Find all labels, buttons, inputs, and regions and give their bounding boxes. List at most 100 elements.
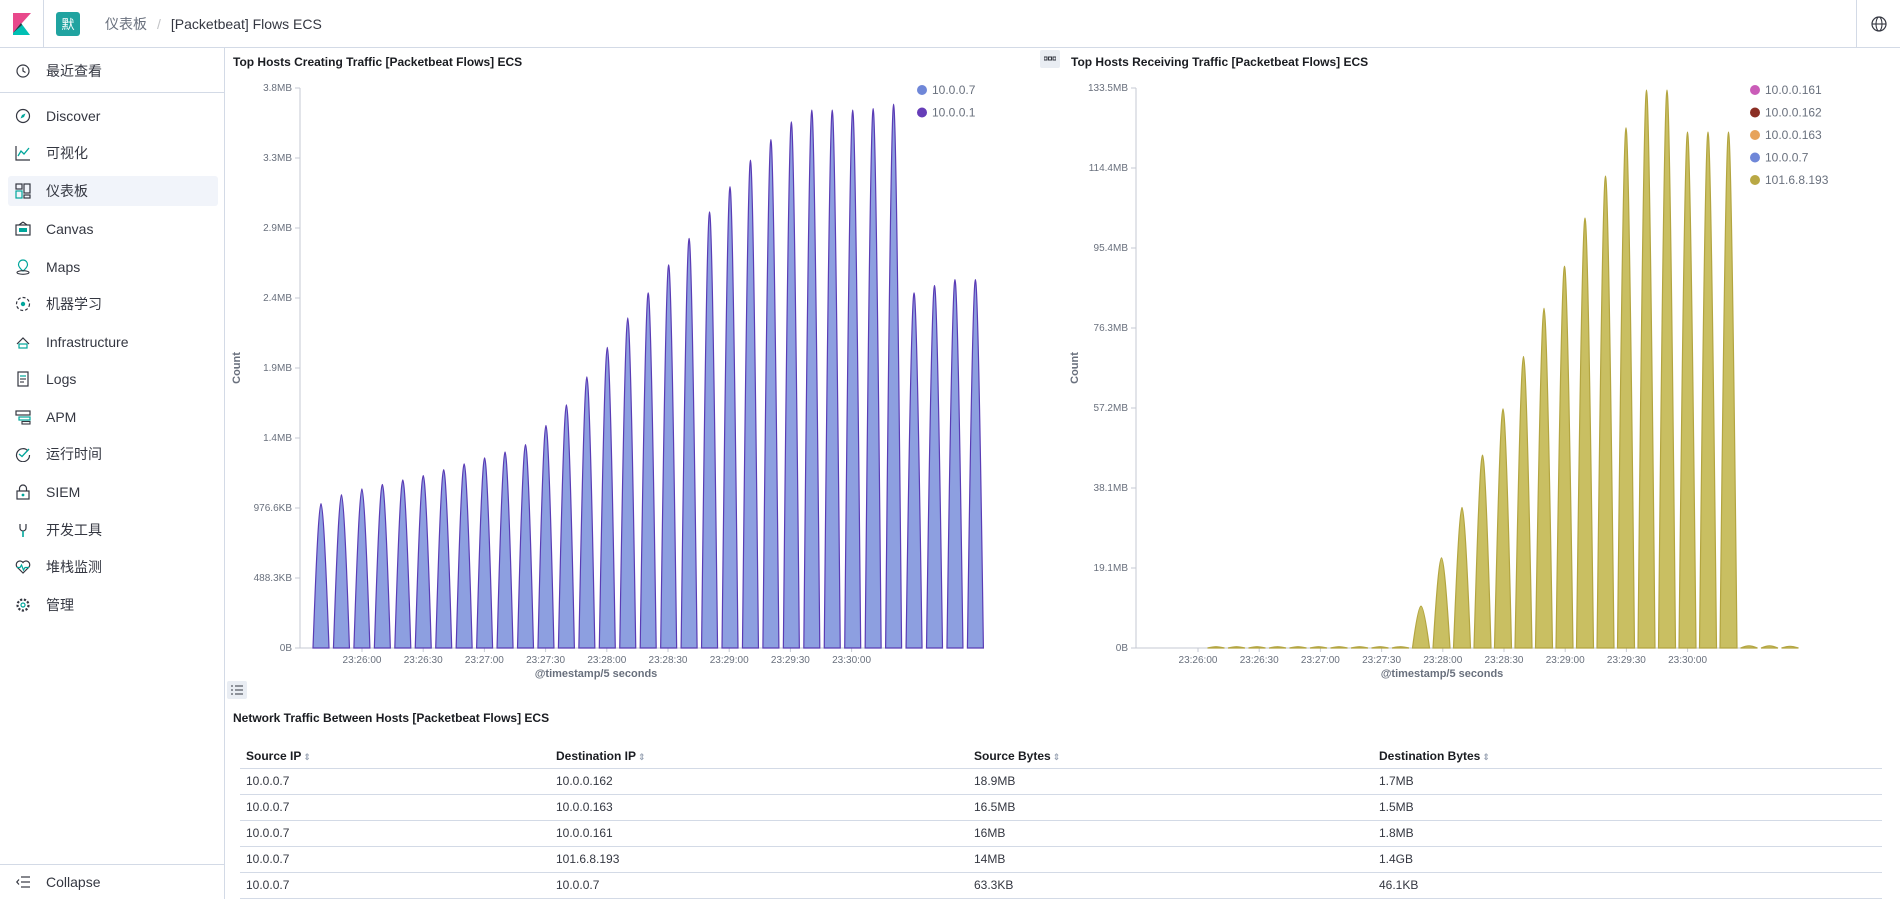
header-bar: 默 仪表板 / [Packetbeat] Flows ECS [0,0,1900,48]
area-spike [1698,131,1718,649]
uptime-icon [14,445,32,463]
y-tick-label: 0B [280,643,293,654]
area-spike [455,463,473,649]
nav-label: 运行时间 [46,446,102,462]
nav-item-siem[interactable]: SIEM [8,477,218,507]
nav-item-dashboard[interactable]: 仪表板 [8,176,218,206]
table-cell: 46.1KB [1373,872,1882,899]
x-tick-label: 23:26:30 [404,655,443,666]
panel-title-network-traffic: Network Traffic Between Hosts [Packetbea… [233,711,550,725]
nav-item-canvas[interactable]: Canvas [8,214,218,244]
area-spike [435,469,453,649]
globe-icon [1870,15,1887,32]
y-tick-label: 3.8MB [263,83,292,94]
nav-item-logs[interactable]: Logs [8,364,218,394]
table-cell: 1.5MB [1373,794,1882,821]
nav-recently-viewed[interactable]: 最近查看 [8,56,218,86]
y-axis-title: Count [1069,352,1081,384]
breadcrumb-separator: / [157,15,161,32]
area-spike [578,376,596,649]
area-spike [782,121,800,649]
area-spike [884,103,903,649]
nav-item-stack-monitoring[interactable]: 堆栈监测 [8,552,218,582]
nav-item-machine-learning[interactable]: 机器学习 [8,289,218,319]
y-tick-label: 114.4MB [1089,163,1129,174]
area-spike [537,424,555,649]
area-spike [557,404,576,649]
table-cell: 63.3KB [968,872,1373,899]
table-cell: 10.0.0.163 [550,794,968,821]
dashboard-icon [14,182,32,200]
nav-item-dev-tools[interactable]: 开发工具 [8,515,218,545]
nav-label: Discover [46,108,101,124]
help-menu-button[interactable] [1856,0,1900,47]
column-header[interactable]: Destination IP ⇕ [550,744,968,769]
kibana-logo-icon [12,12,31,35]
area-spike [741,159,760,649]
collapse-nav-button[interactable]: Collapse [8,865,218,899]
area-spike [721,186,739,649]
area-spike [332,494,351,649]
area-spike [353,488,371,649]
panel-options-button[interactable] [1040,50,1060,68]
y-tick-label: 76.3MB [1094,323,1129,334]
area-spike [762,138,780,649]
area-spike [1493,408,1513,649]
y-tick-label: 2.9MB [263,223,292,234]
column-header[interactable]: Source Bytes ⇕ [968,744,1373,769]
y-tick-label: 133.5MB [1088,83,1128,94]
sort-icon[interactable]: ⇕ [303,751,311,762]
nav-item-uptime[interactable]: 运行时间 [8,439,218,469]
sort-icon[interactable]: ⇕ [638,751,646,762]
area-spike [1637,89,1656,649]
legend-label: 101.6.8.193 [1765,173,1829,187]
legend-toggle-button[interactable] [227,681,247,699]
column-label: Destination Bytes [1379,748,1481,763]
table-row: 10.0.0.7 10.0.0.7 63.3KB 46.1KB [240,872,1882,899]
area-spike [394,479,412,649]
area-spike [905,292,923,649]
area-spike [1452,506,1472,649]
y-tick-label: 57.2MB [1094,403,1129,414]
column-label: Source IP [246,748,302,763]
x-tick-label: 23:26:30 [1240,655,1279,666]
nav-item-management[interactable]: 管理 [8,590,218,620]
area-spike [1616,127,1636,649]
column-header[interactable]: Source IP ⇕ [240,744,550,769]
area-spike [1350,646,1369,649]
table-cell: 10.0.0.7 [240,794,550,821]
x-tick-label: 23:29:00 [1546,655,1585,666]
nav-label: 仪表板 [46,183,88,199]
nav-item-apm[interactable]: APM [8,402,218,432]
table-cell: 10.0.0.7 [550,872,968,899]
list-icon [231,685,243,695]
nav-item-infrastructure[interactable]: Infrastructure [8,327,218,357]
chart-creating-traffic: 0B 488.3KB 976.6KB 1.4MB 1.9MB 2.4MB 2.9MB 3.3M… [231,83,985,680]
breadcrumb-current: [Packetbeat] Flows ECS [170,15,322,32]
x-tick-label: 23:29:30 [771,655,810,666]
area-spike [639,292,657,649]
x-axis-title: @timestamp/5 seconds [1381,668,1504,680]
area-spike [1760,645,1779,649]
nav-item-visualize[interactable]: 可视化 [8,138,218,168]
area-spike [1207,646,1225,649]
nav-item-discover[interactable]: Discover [8,101,218,131]
sort-icon[interactable]: ⇕ [1482,751,1490,762]
area-spike [1719,131,1738,649]
area-spike [1678,131,1697,649]
legend-label: 10.0.0.161 [1765,83,1822,97]
nav-item-maps[interactable]: Maps [8,252,218,282]
kibana-logo[interactable] [0,0,44,47]
area-spike [946,278,964,649]
y-tick-label: 488.3KB [254,573,293,584]
column-header[interactable]: Destination Bytes ⇕ [1373,744,1882,769]
sort-icon[interactable]: ⇕ [1052,751,1061,762]
nav-label: APM [46,409,77,425]
y-tick-label: 95.4MB [1094,243,1129,254]
table-cell: 10.0.0.7 [240,820,550,847]
space-avatar[interactable]: 默 [56,11,80,36]
legend-label: 10.0.0.162 [1765,106,1822,120]
breadcrumb-dashboards[interactable]: 仪表板 [105,15,147,32]
table-cell: 10.0.0.7 [240,768,550,795]
nav-label: 机器学习 [46,296,102,312]
